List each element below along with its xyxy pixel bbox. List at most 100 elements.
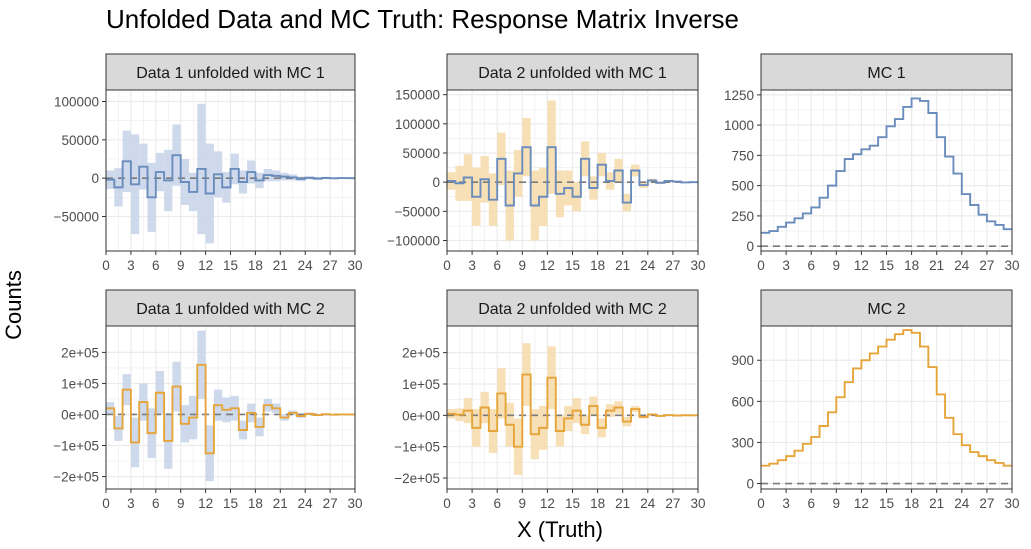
y-tick-label: −50000 [54,210,99,225]
x-tick-label: 30 [347,496,362,511]
series-step-line [761,329,1012,467]
x-tick-label: 27 [979,258,994,273]
facet-strip-label: MC 1 [867,65,905,82]
y-tick-label: 2e+05 [61,345,99,360]
x-tick-label: 6 [807,258,815,273]
panel-4: Data 1 unfolded with MC 2 0 3 6 9 12 15 18 21 24 2… [53,289,363,511]
facet-strip-label: Data 1 unfolded with MC 2 [136,301,325,318]
x-tick-label: 21 [615,496,630,511]
x-tick-label: 12 [854,258,869,273]
x-tick-label: 3 [127,496,135,511]
y-tick-label: 500 [731,179,754,194]
facet-strip [446,53,699,91]
x-tick-label: 24 [954,496,970,511]
panel-3: MC 1 0 3 6 9 12 15 18 21 24 27 30 0 250 500 750 1000 1250 [724,53,1020,273]
x-tick-label: 27 [665,496,680,511]
x-tick-label: 12 [540,496,555,511]
facet-strip-label: Data 2 unfolded with MC 1 [478,65,667,82]
y-tick-label: 0 [91,171,99,186]
y-tick-label: −100000 [387,234,440,249]
y-tick-label: 50000 [61,133,99,148]
x-tick-label: 9 [519,496,527,511]
x-tick-label: 21 [929,258,944,273]
x-tick-label: 6 [152,258,160,273]
x-tick-label: 9 [177,258,185,273]
x-tick-label: 9 [177,496,185,511]
y-tick-label: 0e+00 [61,407,99,422]
facet-strip-label: MC 2 [867,301,905,318]
x-tick-label: 3 [468,496,476,511]
x-tick-label: 27 [323,258,338,273]
x-tick-label: 24 [640,496,656,511]
y-tick-label: 1250 [724,88,754,103]
y-tick-label: −1e+05 [53,439,99,454]
x-tick-label: 18 [904,496,919,511]
x-tick-label: 15 [565,496,580,511]
x-tick-label: 6 [493,496,501,511]
x-tick-label: 21 [615,258,630,273]
x-tick-label: 0 [102,496,110,511]
x-tick-label: 24 [298,496,314,511]
x-tick-label: 27 [323,496,338,511]
x-tick-label: 18 [590,258,605,273]
x-tick-label: 18 [904,258,919,273]
y-tick-label: 750 [731,148,754,163]
y-tick-label: −1e+05 [394,440,440,455]
x-tick-label: 24 [954,258,970,273]
x-tick-label: 18 [248,258,263,273]
y-tick-label: 100000 [54,95,99,110]
y-tick-label: −50000 [395,204,440,219]
x-tick-label: 27 [979,496,994,511]
y-tick-label: −2e+05 [394,471,440,486]
series-step-line [447,373,698,448]
x-tick-label: 15 [879,496,894,511]
y-tick-label: 600 [731,394,754,409]
series-step-line [447,146,698,207]
facet-strip [105,289,356,327]
y-tick-label: 1e+05 [402,377,440,392]
x-tick-label: 3 [782,258,790,273]
x-tick-label: 0 [443,258,451,273]
x-tick-label: 15 [223,258,238,273]
x-tick-label: 21 [929,496,944,511]
series-step-line [106,154,355,199]
chart-title: Unfolded Data and MC Truth: Response Mat… [106,4,739,34]
x-tick-label: 30 [690,258,705,273]
x-tick-label: 6 [493,258,501,273]
x-tick-label: 9 [833,258,841,273]
y-tick-label: 50000 [402,146,440,161]
panel-1: Data 1 unfolded with MC 1 0 3 6 9 12 15 18 21 24 2… [54,53,363,273]
x-tick-label: 30 [1004,496,1019,511]
x-tick-label: 12 [198,258,213,273]
x-tick-label: 3 [782,496,790,511]
x-tick-label: 12 [198,496,213,511]
y-tick-label: 0 [746,477,754,492]
x-tick-label: 12 [854,496,869,511]
x-tick-label: 0 [102,258,110,273]
x-tick-label: 27 [665,258,680,273]
x-tick-label: 9 [519,258,527,273]
facet-strip-label: Data 2 unfolded with MC 2 [478,301,667,318]
x-tick-label: 30 [690,496,705,511]
y-tick-label: 1000 [724,118,754,133]
x-tick-label: 30 [347,258,362,273]
x-tick-label: 21 [273,258,288,273]
y-tick-label: −2e+05 [53,470,99,485]
x-tick-label: 24 [298,258,314,273]
x-tick-label: 21 [273,496,288,511]
x-tick-label: 0 [443,496,451,511]
x-tick-label: 6 [807,496,815,511]
x-tick-label: 6 [152,496,160,511]
y-tick-label: 900 [731,353,754,368]
y-tick-label: 1e+05 [61,376,99,391]
x-tick-label: 15 [879,258,894,273]
y-tick-label: 250 [731,209,754,224]
x-tick-label: 15 [223,496,238,511]
x-tick-label: 3 [468,258,476,273]
x-tick-label: 15 [565,258,580,273]
y-tick-label: 100000 [395,117,440,132]
x-tick-label: 9 [833,496,841,511]
panel-5: Data 2 unfolded with MC 2 0 3 6 9 12 15 18 21 24 2… [394,289,706,511]
y-tick-label: 150000 [395,88,440,103]
